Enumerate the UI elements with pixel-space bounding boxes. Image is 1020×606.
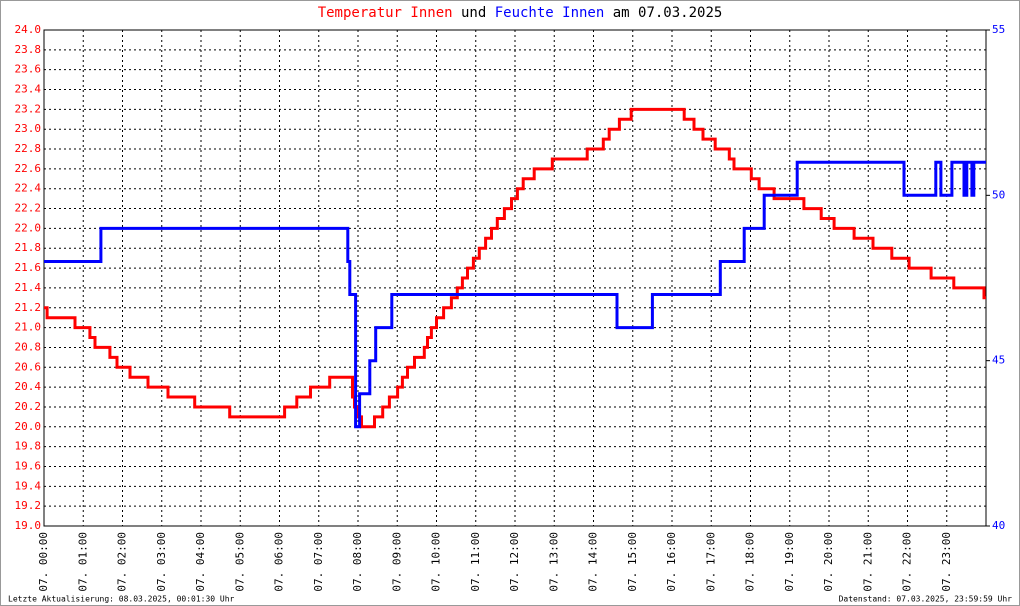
x-tick-label: 07. 08:00 <box>351 532 364 592</box>
x-tick-label: 07. 23:00 <box>940 532 953 592</box>
y-tick-label: 21.0 <box>15 321 42 334</box>
title-part: Feuchte Innen <box>495 5 605 21</box>
y-tick-label: 20.6 <box>15 360 42 373</box>
y2-tick-label: 45 <box>992 354 1005 367</box>
plot-border <box>43 29 987 527</box>
title-part: am 07.03.2025 <box>613 5 723 21</box>
x-tick-label: 07. 07:00 <box>312 532 325 592</box>
x-tick-label: 07. 20:00 <box>822 532 835 592</box>
y-tick-label: 19.8 <box>15 440 42 453</box>
footer-right: Datenstand: 07.03.2025, 23:59:59 Uhr <box>839 595 1013 604</box>
y-tick-label: 22.2 <box>15 202 42 215</box>
y-tick-label: 22.8 <box>15 142 42 155</box>
x-tick-label: 07. 17:00 <box>704 532 717 592</box>
y-tick-label: 19.2 <box>15 499 42 512</box>
series-line <box>44 107 986 429</box>
x-tick-label: 07. 14:00 <box>587 532 600 592</box>
x-tick-label: 07. 18:00 <box>744 532 757 592</box>
y-tick-label: 23.4 <box>15 83 42 96</box>
y-tick-label: 23.0 <box>15 122 42 135</box>
y-tick-label: 19.0 <box>15 519 42 532</box>
y-tick-label: 21.8 <box>15 241 42 254</box>
series-line <box>44 160 986 429</box>
x-tick-label: 07. 11:00 <box>469 532 482 592</box>
chart-title: Temperatur Innen und Feuchte Innen am 07… <box>318 5 723 21</box>
y-tick-label: 20.8 <box>15 340 42 353</box>
x-tick-label: 07. 13:00 <box>547 532 560 592</box>
y-tick-label: 22.4 <box>15 182 42 195</box>
y-tick-label: 21.6 <box>15 261 42 274</box>
y-tick-label: 21.4 <box>15 281 42 294</box>
y-tick-label: 21.2 <box>15 301 42 314</box>
y-tick-label: 23.2 <box>15 102 42 115</box>
x-tick-label: 07. 22:00 <box>901 532 914 592</box>
y2-tick-label: 50 <box>992 188 1005 201</box>
y-tick-label: 19.4 <box>15 479 42 492</box>
y-tick-label: 22.6 <box>15 162 42 175</box>
x-tick-label: 07. 00:00 <box>37 532 50 592</box>
y-tick-label: 23.8 <box>15 43 42 56</box>
y-tick-label: 23.6 <box>15 63 42 76</box>
y-tick-label: 20.2 <box>15 400 42 413</box>
y-tick-label: 22.0 <box>15 221 42 234</box>
x-tick-label: 07. 01:00 <box>76 532 89 592</box>
x-tick-label: 07. 04:00 <box>194 532 207 592</box>
x-tick-label: 07. 21:00 <box>861 532 874 592</box>
y-tick-label: 20.4 <box>15 380 42 393</box>
x-tick-label: 07. 06:00 <box>273 532 286 592</box>
x-tick-label: 07. 12:00 <box>508 532 521 592</box>
x-tick-label: 07. 05:00 <box>233 532 246 592</box>
footer-left: Letzte Aktualisierung: 08.03.2025, 00:01… <box>8 595 235 604</box>
x-tick-label: 07. 10:00 <box>430 532 443 592</box>
x-tick-label: 07. 15:00 <box>626 532 639 592</box>
x-tick-label: 07. 02:00 <box>116 532 129 592</box>
y-tick-label: 20.0 <box>15 420 42 433</box>
y2-tick-label: 40 <box>992 519 1005 532</box>
x-tick-label: 07. 16:00 <box>665 532 678 592</box>
y-tick-label: 19.6 <box>15 459 42 472</box>
x-tick-label: 07. 09:00 <box>390 532 403 592</box>
title-part: Temperatur Innen <box>318 5 453 21</box>
x-tick-label: 07. 19:00 <box>783 532 796 592</box>
y2-tick-label: 55 <box>992 23 1005 36</box>
x-tick-label: 07. 03:00 <box>155 532 168 592</box>
y-tick-label: 24.0 <box>15 23 42 36</box>
title-part: und <box>461 5 486 21</box>
